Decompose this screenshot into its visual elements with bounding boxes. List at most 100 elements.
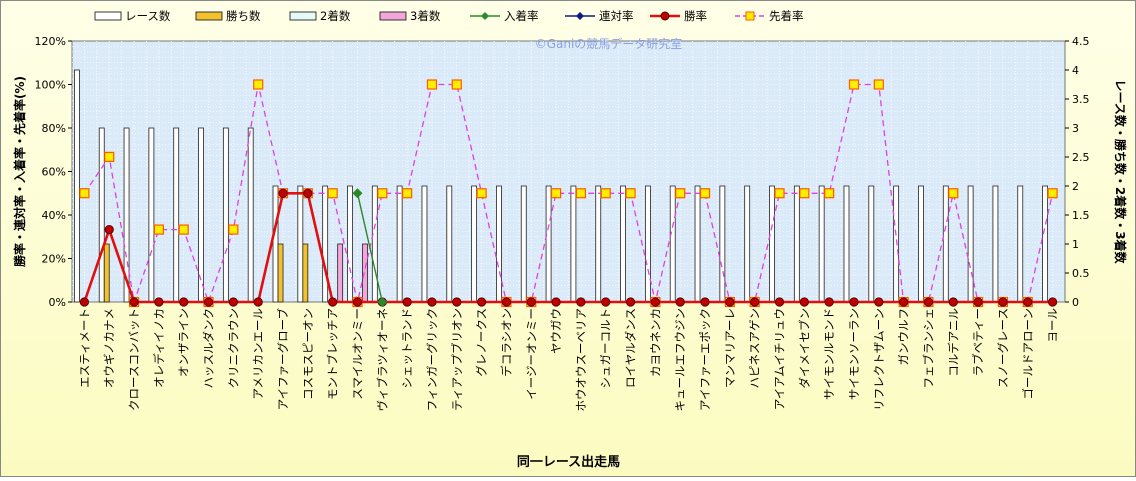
y-left-axis-label: 勝率・連対率・入着率・先着率(%) [12,76,27,267]
watermark: ©Ganiの競馬データ研究室 [535,36,683,51]
y-right-tick-label: 3.5 [1072,93,1090,106]
win-rate-point [725,297,735,307]
x-category-label: アイアムイチリュウ [773,308,787,410]
x-category-label: サイモンソーラン [847,308,861,400]
legend-label: 連対率 [599,9,634,23]
race-count-bar [793,185,800,303]
win-rate-point [899,297,909,307]
ahead-rate-point [873,79,884,90]
y-right-tick-label: 4.5 [1072,35,1090,48]
race-count-bar [744,185,751,303]
ahead-rate-line [83,83,1054,305]
y-left-tick-label: 0% [49,296,66,309]
race-count-bar [992,185,999,303]
x-category-label: フィンガーグリック [425,308,439,411]
win-rate-point [501,297,512,307]
x-category-label: シュガーコルト [599,308,613,389]
x-category-label: ハピネスアゲン [748,308,762,389]
x-category-label: ヤウガウ [549,308,563,354]
win-rate-point [1023,297,1033,307]
legend-label: 入着率 [504,9,539,23]
win-rate-point [650,297,660,307]
y-right-tick-label: 2.5 [1072,151,1090,164]
y-right-tick-label: 2 [1072,180,1079,193]
ahead-rate-point [948,188,959,199]
legend-marker [660,11,670,21]
race-count-bar [272,185,279,303]
win-rate-line [83,192,1053,304]
win-rate-point [998,297,1008,307]
win-rate-point [625,297,636,307]
x-category-label: スノーグレース [996,308,1010,388]
y-right-tick-label: 4 [1072,64,1079,77]
placed-rate-point [377,297,388,307]
ahead-rate-point [476,188,487,199]
legend [94,11,765,21]
win-rate-point [352,297,363,307]
ahead-rate-point [1047,188,1058,199]
race-count-bar [173,127,180,303]
x-category-label: オレディイノカ [152,308,166,388]
win-rate-point [452,297,462,307]
ahead-rate-point [153,224,164,235]
win-count-bar [277,243,284,303]
y-right-axis-label: レース数・勝ち数・2着数・3着数 [1113,79,1128,264]
x-category-label: サイモンルモンド [822,308,836,400]
y-left-tick-label: 100% [35,79,66,92]
x-category-label: コスモスピーオン [301,308,315,400]
legend-marker [576,12,584,20]
x-category-label: モントブレッチア [326,308,340,400]
x-category-label: フェブランシェ [921,308,935,389]
race-count-bar [396,185,403,303]
race-count-bar [868,185,875,303]
y-left-tick-label: 20% [42,253,66,266]
win-rate-point [700,297,710,307]
win-count-bar [103,243,110,303]
race-count-bar [644,185,651,303]
race-count-bar [347,185,353,303]
win-rate-point [774,297,785,307]
race-count-bar [967,185,974,303]
ahead-rate-point [79,188,90,199]
legend-label: 先着率 [769,9,804,23]
y-right-tick-label: 1 [1072,238,1079,251]
race-count-bar [1017,185,1024,303]
legend-swatch [195,11,223,21]
x-category-label: シェットランド [400,308,414,389]
race-count-bar [98,127,105,303]
x-category-label: ロイヤルダンス [624,308,638,388]
legend-label: レース数 [125,9,171,23]
legend-label: 3着数 [410,9,441,23]
race-count-bar [148,127,155,303]
x-category-label: ホウオウスーベリア [574,308,588,412]
x-category-label: ゴールドアローン [1021,308,1035,399]
win-rate-point [154,297,164,307]
ahead-rate-point [799,188,810,199]
win-rate-point [104,224,114,235]
x-category-label: イージーオンミー [524,308,538,400]
x-category-label: デコラシオン [499,308,513,377]
y-left-tick-label: 80% [42,122,66,135]
x-category-label: マンマリアーレ [723,308,737,388]
win-rate-series [79,188,1058,307]
win-rate-point [1047,297,1058,307]
win-rate-point [874,297,884,307]
race-count-bar [843,185,850,303]
x-category-label: アイファーグローブ [276,308,290,411]
placed-rate-line [356,193,383,303]
win-rate-point [799,297,809,307]
x-axis-label: 同一レース出走馬 [517,454,620,470]
x-category-label: ハッスルダンク [202,308,216,389]
x-category-label: アイファーエポック [698,308,712,411]
win-rate-point [253,297,263,307]
ahead-rate-point [178,224,189,235]
x-category-label: オンザライン [177,308,191,377]
ahead-rate-point [824,188,835,199]
win-rate-point [129,297,139,307]
third-count-bar [362,243,368,303]
race-count-bar [918,185,924,303]
y-right-tick-label: 1.5 [1072,209,1090,222]
race-count-bar [719,185,726,303]
race-count-bar [942,185,949,303]
